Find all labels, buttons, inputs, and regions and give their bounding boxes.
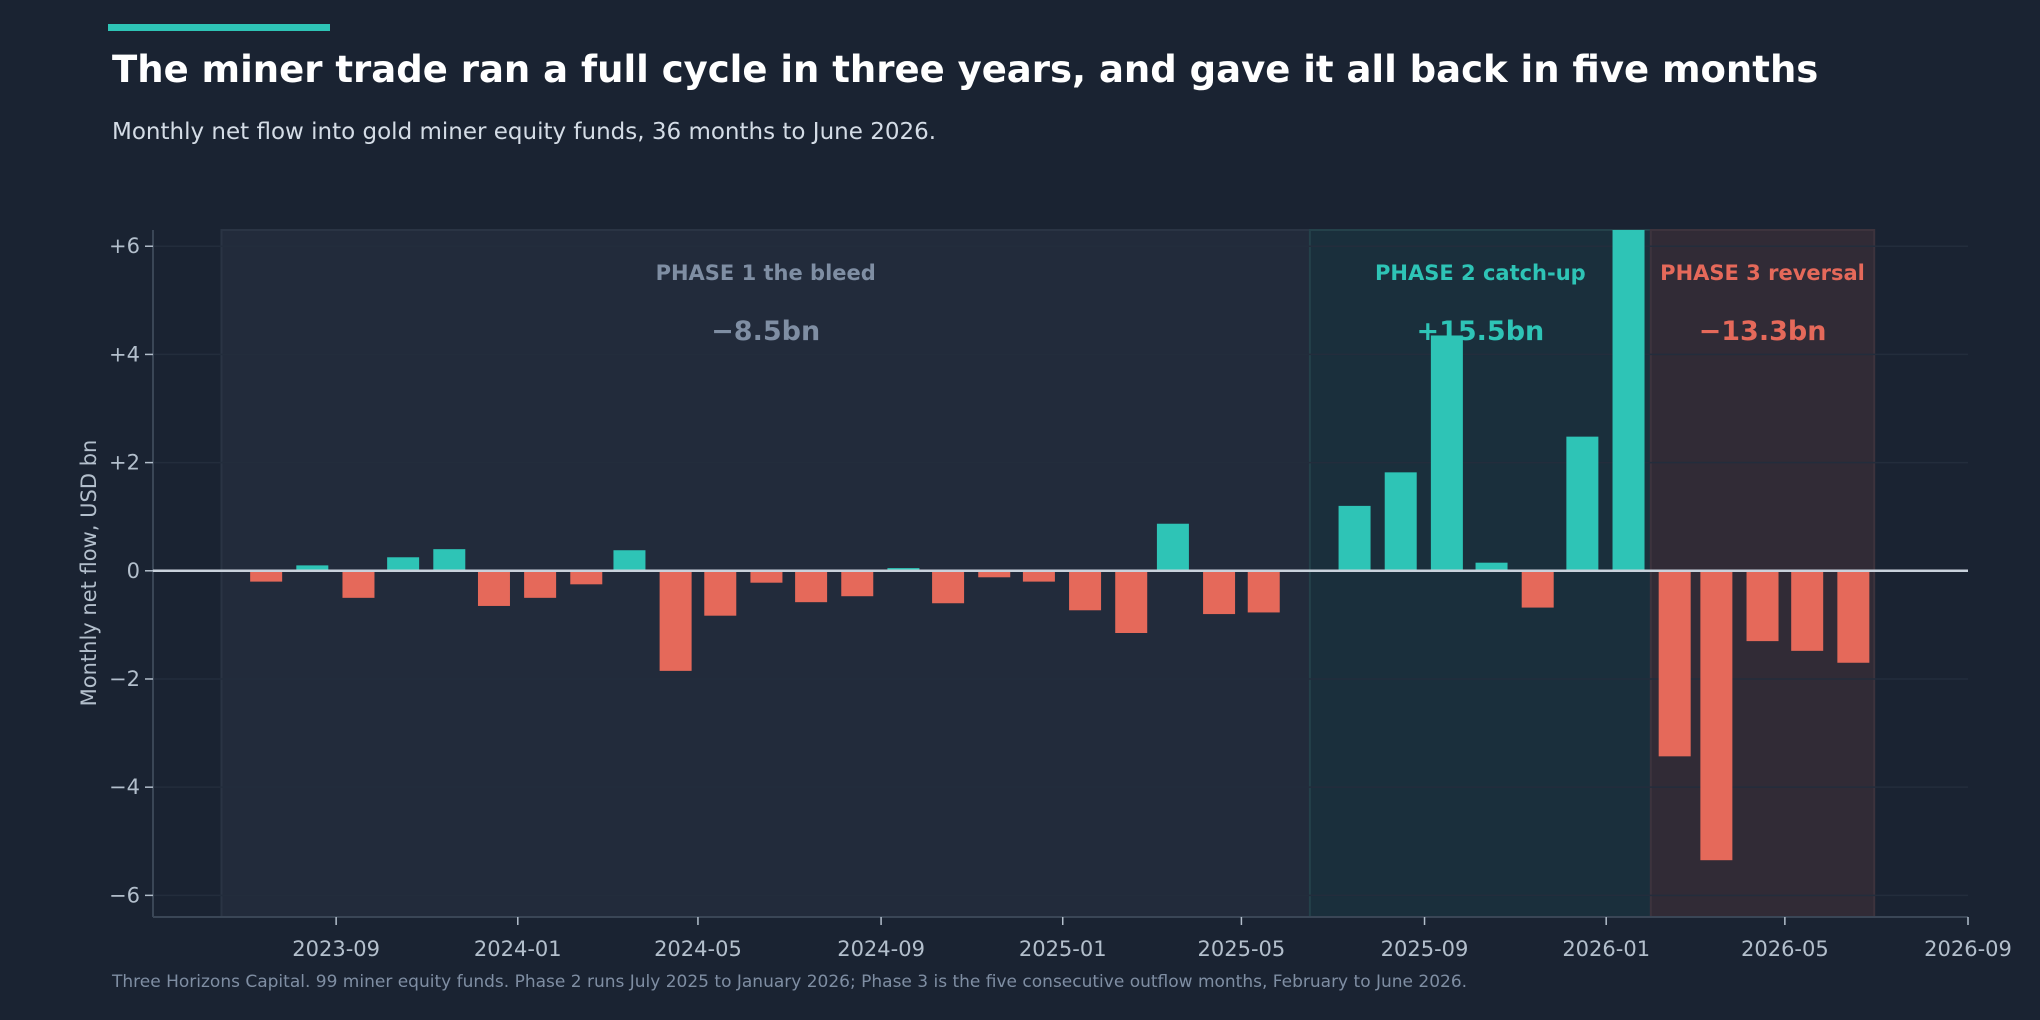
y-tick-label: −6 xyxy=(109,883,140,907)
bar-2025-02 xyxy=(1115,570,1148,634)
bar-2026-01 xyxy=(1612,230,1645,571)
bar-2023-08 xyxy=(296,565,329,571)
bar-2026-04 xyxy=(1746,570,1779,642)
x-tick-label: 2024-05 xyxy=(654,937,742,961)
bars xyxy=(250,230,1870,861)
phase-labels: PHASE 1 the bleed −8.5bn PHASE 2 catch-up +… xyxy=(656,261,1865,347)
x-tick-label: 2024-01 xyxy=(474,937,562,961)
x-tick-label: 2024-09 xyxy=(837,937,925,961)
bar-2023-07 xyxy=(250,570,283,582)
x-tick-label: 2026-01 xyxy=(1562,937,1650,961)
bar-2024-08 xyxy=(841,570,874,597)
bar-2024-07 xyxy=(795,570,828,603)
bar-2024-05 xyxy=(704,570,737,616)
bar-2025-08 xyxy=(1384,472,1417,571)
x-tick-label: 2026-09 xyxy=(1924,937,2012,961)
bar-2025-04 xyxy=(1203,570,1236,615)
y-axis-label: Monthly net flow, USD bn xyxy=(77,440,101,707)
phase-2-total: +15.5bn xyxy=(1416,316,1544,347)
y-tick-label: +4 xyxy=(109,342,140,366)
axes: +6 +4 +2 0 −2 −4 −6 2023-09 2024-01 2024-05 2024-0… xyxy=(109,230,2012,961)
accent-bar xyxy=(108,24,330,31)
y-tick-label: −2 xyxy=(109,667,140,691)
bar-2025-05 xyxy=(1247,570,1280,613)
y-tick-label: −4 xyxy=(109,775,140,799)
bar-2025-12 xyxy=(1566,436,1599,571)
bar-2024-11 xyxy=(978,570,1011,578)
bar-2025-10 xyxy=(1475,562,1508,571)
chart-title: The miner trade ran a full cycle in thre… xyxy=(112,48,1819,91)
x-tick-label: 2025-09 xyxy=(1381,937,1469,961)
bar-2024-09 xyxy=(887,568,920,571)
bar-2024-04 xyxy=(659,570,692,671)
bar-2024-01 xyxy=(524,570,557,598)
footnote: Three Horizons Capital. 99 miner equity … xyxy=(112,972,1468,992)
bar-2025-03 xyxy=(1156,523,1189,571)
bar-2024-10 xyxy=(932,570,965,604)
y-tick-label: +2 xyxy=(109,451,140,475)
bar-2024-06 xyxy=(750,570,783,583)
bar-2025-07 xyxy=(1338,505,1371,571)
bar-2026-02 xyxy=(1658,570,1691,757)
bar-2025-01 xyxy=(1069,570,1102,611)
bar-2025-11 xyxy=(1521,570,1554,608)
x-tick-label: 2025-01 xyxy=(1019,937,1107,961)
x-tick-label: 2026-05 xyxy=(1741,937,1829,961)
bar-2025-09 xyxy=(1430,335,1463,571)
phase-1-total: −8.5bn xyxy=(711,316,820,347)
x-tick-label: 2023-09 xyxy=(292,937,380,961)
y-tick-label: +6 xyxy=(109,234,140,258)
bar-2023-12 xyxy=(477,570,510,606)
phase-3-total: −13.3bn xyxy=(1699,316,1827,347)
bar-2026-05 xyxy=(1791,570,1824,651)
bar-2023-09 xyxy=(342,570,375,598)
bar-2026-06 xyxy=(1837,570,1870,663)
bar-2024-02 xyxy=(570,570,603,585)
bar-2023-11 xyxy=(433,549,466,571)
phase-2-label: PHASE 2 catch-up xyxy=(1375,261,1586,285)
phase-1-label: PHASE 1 the bleed xyxy=(656,261,876,285)
x-tick-label: 2025-05 xyxy=(1198,937,1286,961)
bar-2024-03 xyxy=(613,550,646,571)
bar-2023-10 xyxy=(387,557,420,571)
bar-2024-12 xyxy=(1022,570,1055,582)
phase-band-2 xyxy=(1308,229,1652,918)
bar-2026-03 xyxy=(1700,570,1733,861)
phase-3-label: PHASE 3 reversal xyxy=(1660,261,1865,285)
y-tick-label: 0 xyxy=(127,559,140,583)
chart-subtitle: Monthly net flow into gold miner equity … xyxy=(112,119,937,145)
